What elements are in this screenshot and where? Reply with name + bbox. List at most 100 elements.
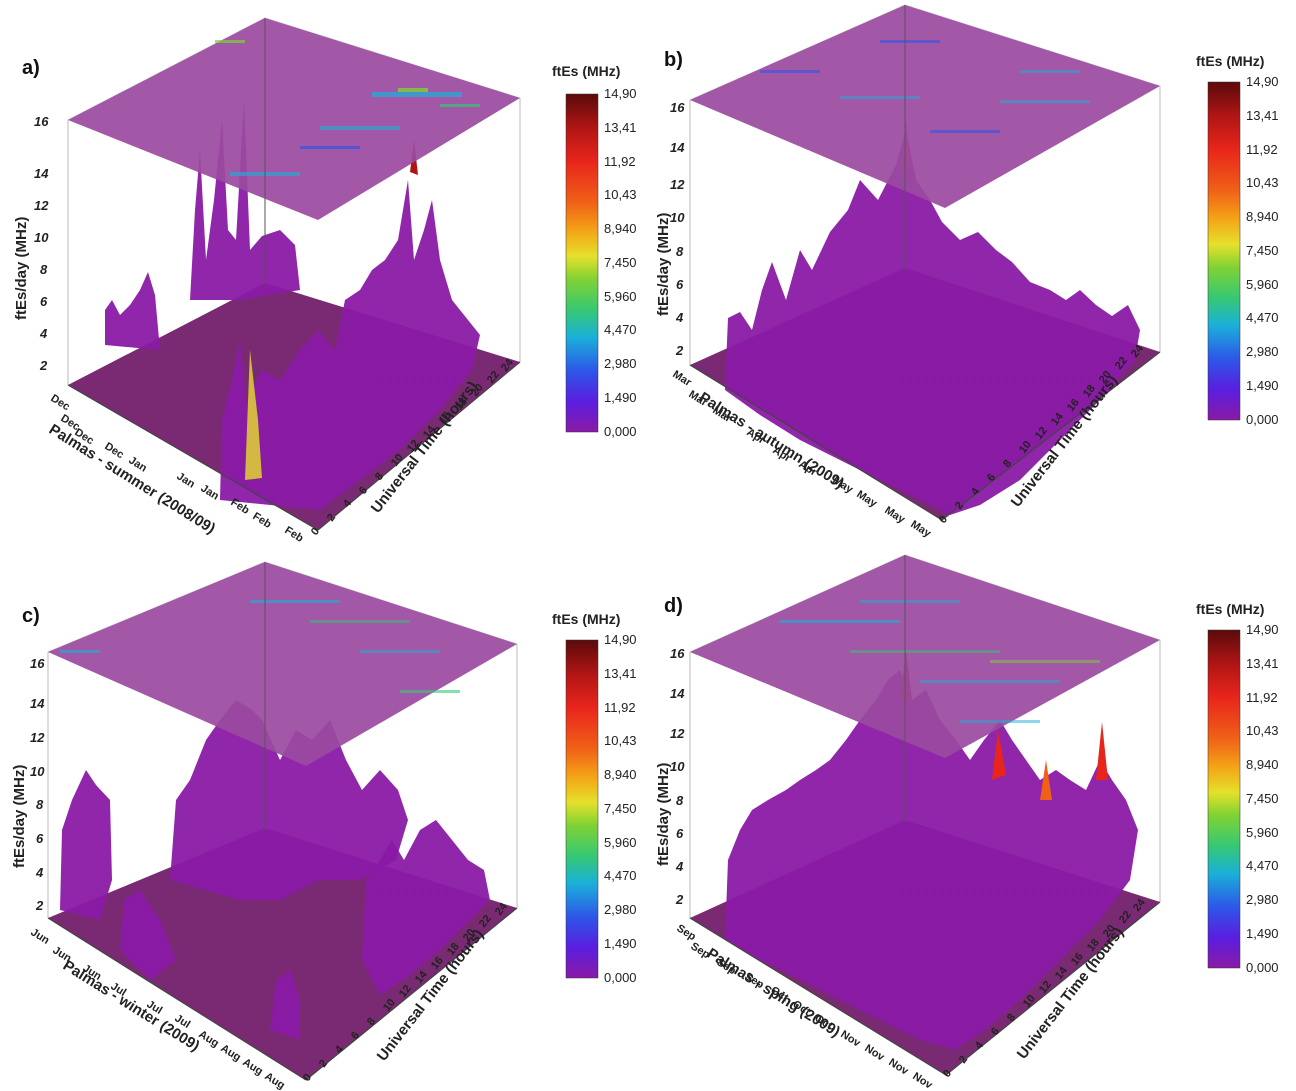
panel-b-ztick: 2 xyxy=(675,343,684,358)
panel-b-colorbar-tick: 8,940 xyxy=(1246,209,1279,224)
panel-a-hour-tick: 12 xyxy=(405,438,422,455)
panel-a-hour-tick: 16 xyxy=(437,410,454,427)
panel-b-colorbar-tick: 4,470 xyxy=(1246,310,1279,325)
panel-a-colorbar-scale xyxy=(565,93,599,433)
panel-c-hour-tick: 12 xyxy=(397,983,414,1000)
panel-a-hour-tick: 22 xyxy=(485,369,502,386)
panel-b-colorbar-tick: 5,960 xyxy=(1246,277,1279,292)
panel-b-ztick: 8 xyxy=(676,244,684,259)
panel-d-top-streaks xyxy=(780,600,1100,723)
panel-d-month-tick: Nov xyxy=(886,1056,911,1078)
panel-a-colorbar-tick: 11,92 xyxy=(604,154,636,169)
panel-a: a) xyxy=(13,17,637,545)
panel-a-z-ticks: 2 4 6 8 10 12 14 16 xyxy=(34,114,49,373)
panel-d-ztick: 6 xyxy=(676,826,684,841)
panel-b-colorbar-tick: 11,92 xyxy=(1246,142,1278,157)
panel-b-month-tick: May xyxy=(854,488,879,510)
panel-a-colorbar: ftEs (MHz) 14,90 13,41 11,92 10,43 8,940… xyxy=(552,63,637,439)
panel-d-colorbar-scale xyxy=(1207,629,1241,969)
panel-b-top-streaks xyxy=(760,40,1090,133)
panel-d-colorbar-tick: 11,92 xyxy=(1246,690,1278,705)
panel-c: c) xyxy=(11,561,637,1091)
panel-a-colorbar-tick: 1,490 xyxy=(604,390,637,405)
panel-d-colorbar-tick: 0,000 xyxy=(1246,960,1279,975)
panel-a-colorbar-tick: 5,960 xyxy=(604,289,637,304)
panel-a-hour-tick: 18 xyxy=(453,396,470,413)
panel-c-colorbar-tick: 14,90 xyxy=(604,632,637,647)
panel-c-z-ticks: 2 4 6 8 10 12 14 16 xyxy=(30,656,45,913)
panel-b-hour-tick: 18 xyxy=(1081,383,1098,400)
panel-c-z-title: ftEs/day (MHz) xyxy=(11,765,28,868)
panel-d-z-ticks: 2 4 6 8 10 12 14 16 xyxy=(670,646,685,907)
panel-b-label: b) xyxy=(664,49,683,71)
panel-c-month-tick: Aug xyxy=(262,1070,286,1091)
panel-b-colorbar: ftEs (MHz) 14,90 13,41 11,92 10,43 8,940… xyxy=(1196,53,1279,427)
panel-d-colorbar-tick: 2,980 xyxy=(1246,892,1279,907)
panel-c-ztick: 4 xyxy=(35,865,44,880)
panel-d-ztick: 10 xyxy=(670,759,685,774)
panel-a-colorbar-tick: 10,43 xyxy=(604,187,637,202)
panel-a-colorbar-title: ftEs (MHz) xyxy=(552,63,620,79)
panel-b-colorbar-tick: 10,43 xyxy=(1246,175,1279,190)
panel-c-colorbar-tick: 7,450 xyxy=(604,801,637,816)
panel-d-colorbar-title: ftEs (MHz) xyxy=(1196,601,1264,617)
panel-c-label: c) xyxy=(22,605,40,627)
panel-d-hour-tick: 18 xyxy=(1085,937,1102,954)
panel-d-month-tick: Nov xyxy=(910,1070,935,1091)
panel-b-z-ticks: 2 4 6 8 10 12 14 16 xyxy=(670,100,685,358)
panel-c-colorbar-tick: 13,41 xyxy=(604,666,637,681)
panel-a-ztick: 10 xyxy=(34,230,49,245)
panel-b-ztick: 12 xyxy=(670,177,685,192)
panel-c-colorbar-tick: 1,490 xyxy=(604,936,637,951)
panel-a-colorbar-tick: 0,000 xyxy=(604,424,637,439)
panel-d-colorbar-tick: 13,41 xyxy=(1246,656,1279,671)
panel-d-colorbar-tick: 7,450 xyxy=(1246,791,1279,806)
panel-a-label: a) xyxy=(22,57,40,79)
panel-d-colorbar-tick: 10,43 xyxy=(1246,723,1279,738)
panel-b-colorbar-tick: 7,450 xyxy=(1246,243,1279,258)
panel-c-month-tick: Jun xyxy=(28,926,51,947)
panel-d-colorbar-tick: 1,490 xyxy=(1246,926,1279,941)
panel-b-month-tick: Mar xyxy=(670,368,694,389)
panel-a-ztick: 16 xyxy=(34,114,49,129)
panel-d-ztick: 12 xyxy=(670,726,685,741)
panel-b-colorbar-scale xyxy=(1207,81,1241,421)
panel-d-month-tick: Nov xyxy=(838,1028,863,1050)
panel-d-label: d) xyxy=(664,595,683,617)
panel-b-colorbar-tick: 1,490 xyxy=(1246,378,1279,393)
panel-a-month-tick: Feb xyxy=(282,524,305,545)
panel-c-colorbar-tick: 0,000 xyxy=(604,970,637,985)
panel-b-hour-tick: 22 xyxy=(1113,355,1130,372)
panel-a-ztick: 8 xyxy=(40,262,48,277)
panel-d-hour-tick: 10 xyxy=(1021,993,1038,1010)
panel-c-top-plane xyxy=(48,562,517,766)
panel-d-ztick: 2 xyxy=(675,892,684,907)
panel-a-colorbar-tick: 4,470 xyxy=(604,322,637,337)
panel-c-ztick: 12 xyxy=(30,730,45,745)
panel-b-ztick: 4 xyxy=(675,310,684,325)
panel-c-ztick: 2 xyxy=(35,898,44,913)
panel-d-colorbar: ftEs (MHz) 14,90 13,41 11,92 10,43 8,940… xyxy=(1196,601,1279,975)
panel-d-hour-tick: 16 xyxy=(1069,951,1086,968)
panel-a-month-tick: Jan xyxy=(174,470,197,490)
panel-b: b) 2 xyxy=(655,4,1279,540)
panel-a-colorbar-tick: 13,41 xyxy=(604,120,637,135)
panel-a-colorbar-tick: 7,450 xyxy=(604,255,637,270)
panel-b-colorbar-tick: 2,980 xyxy=(1246,344,1279,359)
panel-d-month-tick: Nov xyxy=(862,1042,887,1064)
panel-c-hour-tick: 16 xyxy=(429,955,446,972)
panel-c-ztick: 8 xyxy=(36,797,44,812)
panel-d-ztick: 8 xyxy=(676,793,684,808)
panel-d-colorbar-tick: 14,90 xyxy=(1246,622,1279,637)
panel-d-top-plane xyxy=(690,555,1160,758)
panel-c-colorbar-scale xyxy=(565,639,599,979)
panel-d: d) xyxy=(655,554,1279,1091)
panel-c-ztick: 16 xyxy=(30,656,45,671)
panel-c-colorbar-tick: 11,92 xyxy=(604,700,636,715)
panel-c-ztick: 14 xyxy=(30,696,45,711)
panel-c-box xyxy=(47,561,518,1081)
panel-a-ztick: 2 xyxy=(39,358,48,373)
panel-d-hour-tick: 22 xyxy=(1117,909,1134,926)
panel-b-colorbar-tick: 14,90 xyxy=(1246,74,1279,89)
panel-c-hour-tick: 10 xyxy=(381,997,398,1014)
